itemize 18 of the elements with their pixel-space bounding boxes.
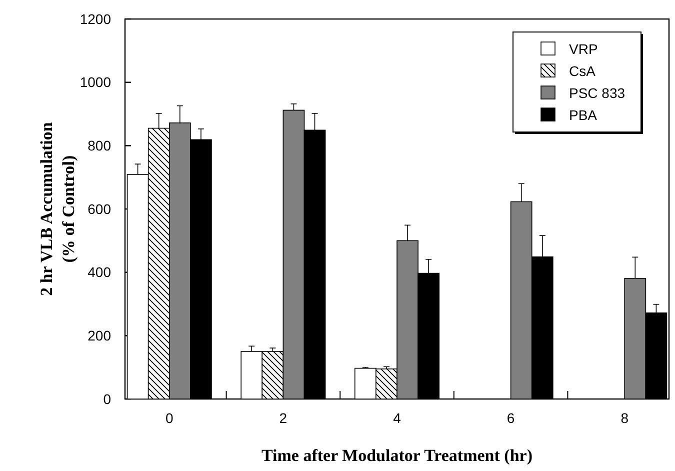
legend-label: PSC 833 bbox=[569, 84, 626, 101]
y-tick-label: 1200 bbox=[80, 10, 112, 27]
y-tick-label: 800 bbox=[88, 138, 112, 154]
x-tick-label: 6 bbox=[506, 410, 515, 426]
x-tick-label: 8 bbox=[620, 410, 629, 426]
x-tick-label: 0 bbox=[165, 410, 174, 426]
y-axis-title: 2 hr VLB Accumulation (% of Control) bbox=[37, 122, 78, 296]
y-tick-label: 400 bbox=[88, 264, 112, 280]
y-tick-label: 600 bbox=[88, 200, 112, 217]
y-tick-label: 1000 bbox=[80, 74, 112, 90]
x-axis-title: Time after Modulator Treatment (hr) bbox=[261, 446, 533, 465]
legend-label: VRP bbox=[569, 40, 598, 57]
x-tick-label: 2 bbox=[279, 410, 288, 426]
y-tick-label: 200 bbox=[88, 328, 112, 344]
legend-label: CsA bbox=[569, 62, 596, 79]
y-tick-label: 0 bbox=[103, 390, 112, 407]
legend-label: PBA bbox=[569, 106, 598, 123]
x-tick-label: 4 bbox=[393, 410, 402, 426]
